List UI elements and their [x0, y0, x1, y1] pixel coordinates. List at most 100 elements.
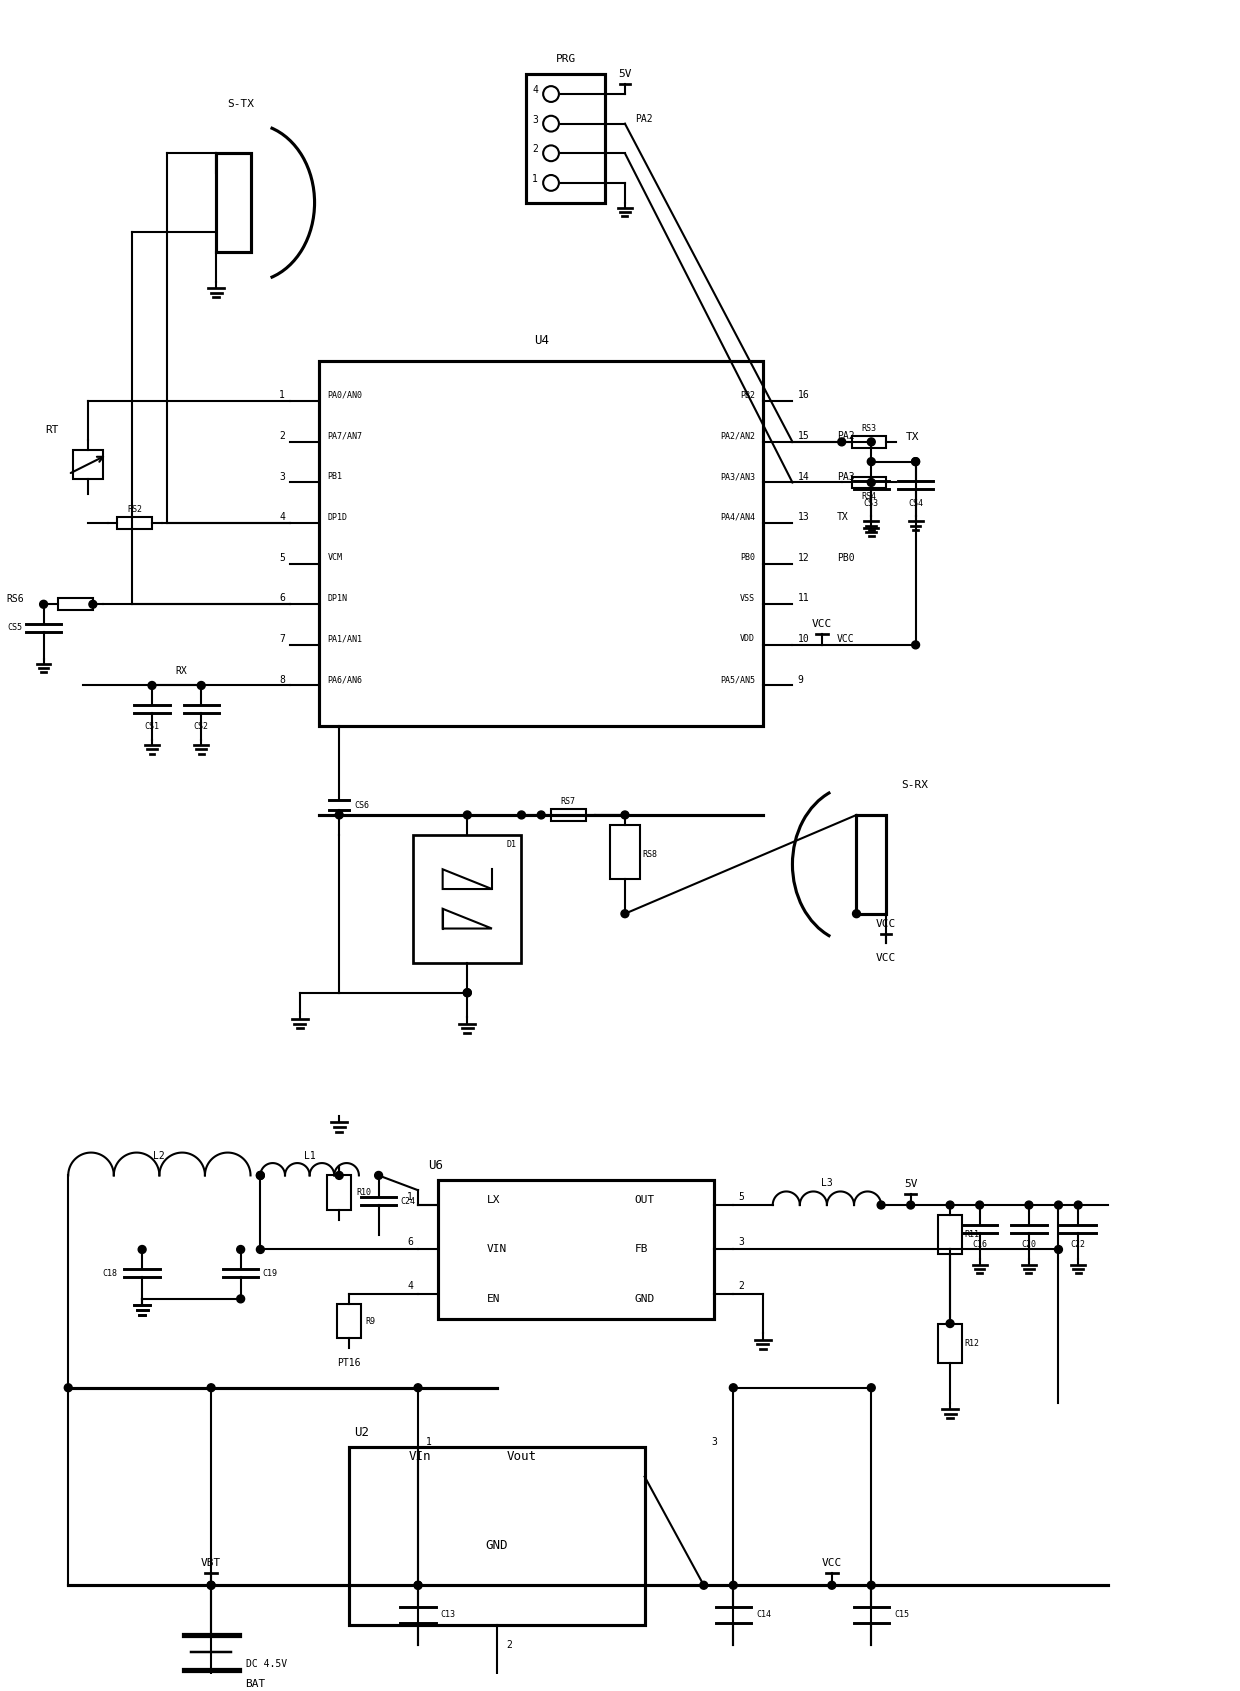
Text: 13: 13	[797, 512, 810, 523]
Circle shape	[197, 681, 205, 690]
Circle shape	[414, 1581, 422, 1590]
Circle shape	[374, 1172, 383, 1179]
Circle shape	[621, 910, 629, 918]
Bar	[320, 360, 763, 725]
Text: VCC: VCC	[875, 918, 897, 928]
Text: 11: 11	[797, 594, 810, 604]
Text: 3: 3	[279, 472, 285, 482]
Circle shape	[877, 1201, 885, 1209]
Text: VBT: VBT	[201, 1557, 221, 1568]
Circle shape	[1054, 1201, 1063, 1209]
Bar	[216, 154, 250, 252]
Text: PA6/AN6: PA6/AN6	[327, 675, 362, 685]
Circle shape	[543, 145, 559, 161]
Text: VDD: VDD	[740, 634, 755, 644]
Text: C15: C15	[894, 1610, 909, 1620]
Bar	[348, 1447, 645, 1625]
Text: 5: 5	[738, 1192, 744, 1202]
Circle shape	[729, 1581, 738, 1590]
Circle shape	[257, 1172, 264, 1179]
Text: 7: 7	[279, 634, 285, 644]
Text: 10: 10	[797, 634, 810, 644]
Circle shape	[1074, 1201, 1083, 1209]
Text: 4: 4	[279, 512, 285, 523]
Text: CS5: CS5	[7, 624, 22, 632]
Text: L1: L1	[304, 1150, 315, 1160]
Bar	[857, 815, 887, 913]
Text: C19: C19	[263, 1268, 278, 1278]
Text: 12: 12	[797, 553, 810, 563]
Text: PA2: PA2	[635, 113, 652, 123]
Circle shape	[853, 910, 861, 918]
Circle shape	[543, 86, 559, 101]
Text: DC 4.5V: DC 4.5V	[246, 1659, 286, 1669]
Text: 9: 9	[797, 675, 804, 685]
Text: PA0/AN0: PA0/AN0	[327, 391, 362, 399]
Text: S-RX: S-RX	[900, 780, 928, 790]
Text: CS3: CS3	[864, 499, 879, 507]
Circle shape	[207, 1383, 215, 1392]
Text: PA4/AN4: PA4/AN4	[720, 512, 755, 521]
Circle shape	[543, 174, 559, 191]
Text: R9: R9	[366, 1317, 376, 1326]
Circle shape	[911, 458, 920, 465]
Text: 4: 4	[532, 85, 538, 95]
Text: C24: C24	[401, 1197, 415, 1206]
Text: 4: 4	[407, 1282, 413, 1290]
Text: C18: C18	[103, 1268, 118, 1278]
Text: U6: U6	[428, 1158, 443, 1172]
Text: PB0: PB0	[837, 553, 854, 563]
Circle shape	[911, 458, 920, 465]
Text: 8: 8	[279, 675, 285, 685]
Circle shape	[464, 812, 471, 818]
Circle shape	[517, 812, 526, 818]
Text: 5V: 5V	[904, 1179, 918, 1189]
Text: RS4: RS4	[862, 492, 877, 501]
Text: 3: 3	[532, 115, 538, 125]
Text: OUT: OUT	[635, 1196, 655, 1206]
Text: C14: C14	[756, 1610, 771, 1620]
Text: PB1: PB1	[327, 472, 342, 480]
Text: VCC: VCC	[822, 1557, 842, 1568]
Bar	[337, 1304, 361, 1338]
Circle shape	[414, 1581, 422, 1590]
Text: 2: 2	[532, 144, 538, 154]
Text: PB0: PB0	[740, 553, 755, 561]
Text: 1: 1	[279, 391, 285, 401]
Text: PT16: PT16	[337, 1358, 361, 1368]
Bar	[73, 450, 103, 479]
Text: TX: TX	[905, 431, 919, 441]
Text: EN: EN	[487, 1294, 501, 1304]
Circle shape	[621, 812, 629, 818]
Circle shape	[335, 812, 343, 818]
Bar	[413, 835, 522, 964]
Circle shape	[867, 458, 875, 465]
Text: PA3: PA3	[837, 472, 854, 482]
Text: VCC: VCC	[812, 619, 832, 629]
Circle shape	[335, 1172, 343, 1179]
Text: VIN: VIN	[487, 1245, 507, 1255]
Circle shape	[257, 1172, 264, 1179]
Text: 5: 5	[279, 553, 285, 563]
Text: RS6: RS6	[6, 594, 24, 604]
Text: PA7/AN7: PA7/AN7	[327, 431, 362, 440]
Text: RT: RT	[45, 424, 58, 435]
Text: LX: LX	[487, 1196, 501, 1206]
Bar	[58, 599, 93, 610]
Text: PA5/AN5: PA5/AN5	[720, 675, 755, 685]
Circle shape	[464, 989, 471, 996]
Text: FB: FB	[635, 1245, 649, 1255]
Circle shape	[867, 479, 875, 487]
Circle shape	[729, 1383, 738, 1392]
Text: 3: 3	[712, 1437, 718, 1447]
Circle shape	[838, 438, 846, 446]
Text: VSS: VSS	[740, 594, 755, 604]
Bar	[852, 436, 887, 448]
Circle shape	[414, 1383, 422, 1392]
Text: GND: GND	[635, 1294, 655, 1304]
Circle shape	[946, 1201, 954, 1209]
Text: PRG: PRG	[556, 54, 575, 64]
Text: PA2/AN2: PA2/AN2	[720, 431, 755, 440]
Text: 15: 15	[797, 431, 810, 441]
Text: 14: 14	[797, 472, 810, 482]
